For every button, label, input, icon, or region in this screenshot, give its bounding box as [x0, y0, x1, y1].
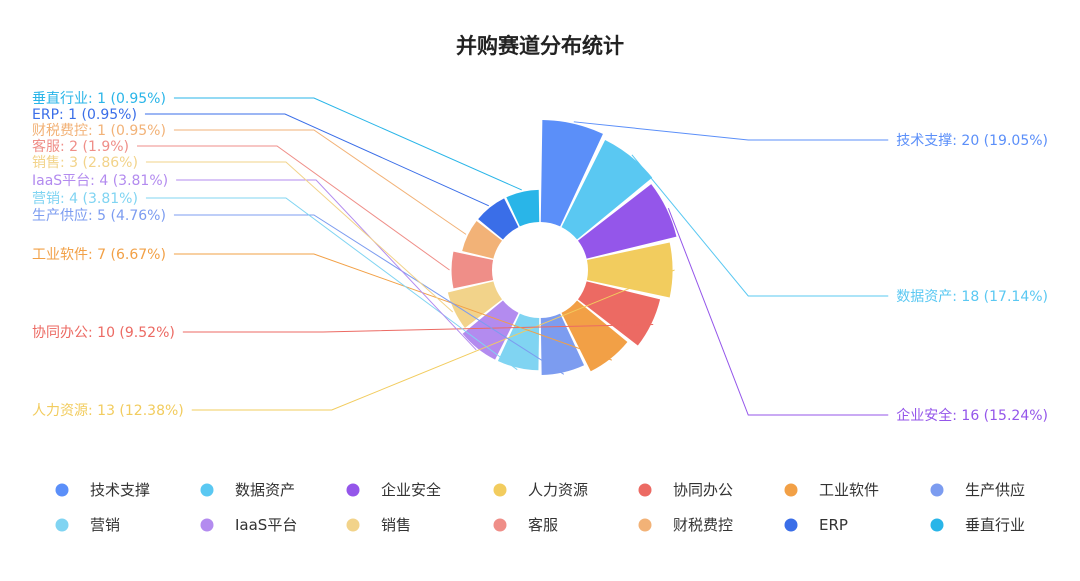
chart-title: 并购赛道分布统计 — [456, 34, 624, 58]
leader-line — [145, 197, 518, 371]
pie-slices — [447, 120, 677, 375]
slice-label: 工业软件: 7 (6.67%) — [32, 247, 166, 263]
legend-marker — [55, 518, 69, 532]
slice-label: 人力资源: 13 (12.38%) — [32, 403, 184, 419]
legend-marker — [200, 518, 214, 532]
legend-label: 人力资源 — [528, 481, 588, 499]
legend-marker — [930, 518, 944, 532]
slice-label: 企业安全: 16 (15.24%) — [896, 407, 1048, 424]
leader-line — [573, 121, 889, 141]
leader-line — [173, 253, 613, 361]
leader-line — [144, 113, 490, 207]
slice-label: 数据资产: 18 (17.14%) — [896, 289, 1048, 305]
legend-label: IaaS平台 — [235, 516, 297, 534]
legend-marker — [200, 483, 214, 497]
legend-marker — [638, 483, 652, 497]
legend-label: 客服 — [528, 516, 558, 534]
slice-label: 销售: 3 (2.86%) — [32, 155, 138, 171]
legend-label: 营销 — [90, 516, 120, 534]
legend-label: 财税费控 — [673, 516, 733, 534]
legend-marker — [638, 518, 652, 532]
legend-marker — [493, 483, 507, 497]
legend-label: 技术支撑 — [90, 481, 150, 499]
legend-label: 协同办公 — [673, 481, 733, 499]
pie-slice — [451, 251, 494, 289]
slice-label: 财税费控: 1 (0.95%) — [32, 123, 166, 139]
legend-marker — [493, 518, 507, 532]
pie-slice — [462, 300, 519, 360]
legend-marker — [346, 483, 360, 497]
leader-line — [667, 207, 889, 416]
pie-slice — [506, 189, 540, 227]
legend-marker — [784, 483, 798, 497]
label-leader-lines — [137, 97, 889, 416]
legend-label: ERP — [819, 516, 848, 534]
leader-line — [176, 179, 477, 351]
slice-label: 协同办公: 10 (9.52%) — [32, 325, 175, 341]
pie-slice — [577, 281, 661, 346]
slice-label: 生产供应: 5 (4.76%) — [32, 207, 166, 224]
leader-line — [631, 154, 889, 297]
pie-slice — [540, 120, 603, 227]
legend-marker — [784, 518, 798, 532]
leader-line — [145, 161, 454, 313]
pie-slice — [561, 300, 628, 372]
leader-line — [173, 214, 565, 375]
slice-label: IaaS平台: 4 (3.81%) — [32, 173, 168, 189]
slice-label: 营销: 4 (3.81%) — [32, 191, 138, 207]
legend-label: 垂直行业 — [965, 516, 1025, 534]
pie-slice — [586, 242, 673, 298]
pie-slice — [478, 198, 519, 240]
legend-label: 工业软件 — [819, 481, 879, 499]
pie-slice — [447, 281, 503, 328]
pie-slice — [540, 313, 585, 375]
pie-slice — [462, 221, 503, 259]
slice-label: ERP: 1 (0.95%) — [32, 107, 137, 123]
pie-slice — [561, 140, 653, 240]
pie-slice — [577, 184, 677, 259]
legend-label: 企业安全 — [381, 481, 441, 499]
leader-line — [137, 145, 450, 271]
leader-line — [182, 324, 654, 333]
slice-label: 客服: 2 (1.9%) — [32, 138, 129, 155]
legend-label: 销售 — [381, 516, 411, 534]
legend-label: 生产供应 — [965, 481, 1025, 499]
legend-label: 数据资产 — [235, 481, 295, 499]
legend-marker — [346, 518, 360, 532]
legend-marker — [930, 483, 944, 497]
leader-line — [173, 129, 467, 235]
slice-labels: 技术支撑: 20 (19.05%) 数据资产: 18 (17.14%) 企业安全: … — [32, 90, 1048, 424]
leader-line — [173, 97, 522, 191]
slice-label: 技术支撑: 20 (19.05%) — [896, 133, 1048, 149]
leader-line — [191, 269, 675, 411]
legend-marker — [55, 483, 69, 497]
slice-label: 垂直行业: 1 (0.95%) — [32, 90, 166, 107]
